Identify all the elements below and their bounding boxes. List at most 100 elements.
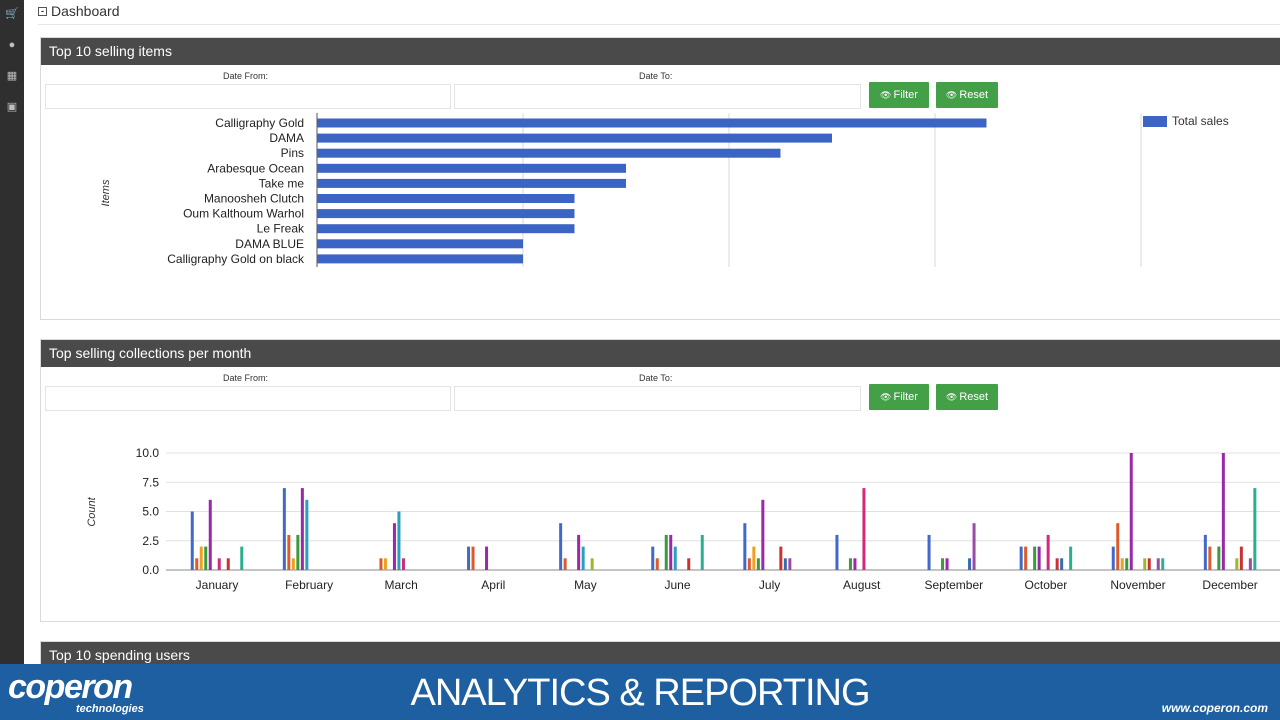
filter-button-label: Filter <box>893 391 918 403</box>
banner-title: ANALYTICS & REPORTING <box>410 672 870 714</box>
category-label: Pins <box>281 146 304 160</box>
bar <box>1129 453 1133 570</box>
bar <box>287 534 291 570</box>
eye-icon: 👁 <box>880 90 892 100</box>
collections-panel: Top selling collections per month Date F… <box>40 339 1280 622</box>
category-label: Take me <box>259 176 305 190</box>
bar <box>199 546 203 570</box>
reset-button[interactable]: 👁 Reset <box>936 82 998 108</box>
legend-label: Total sales <box>1172 114 1229 128</box>
logo-subtitle: technologies <box>76 703 144 715</box>
breadcrumb-divider <box>38 24 1280 25</box>
bar <box>379 558 383 570</box>
bar <box>195 558 199 570</box>
y-tick-label: 10.0 <box>136 446 160 460</box>
category-label: DAMA <box>269 131 304 145</box>
bar <box>862 488 866 570</box>
globe-icon[interactable]: ● <box>8 39 16 51</box>
bar <box>1055 558 1059 570</box>
bar <box>317 194 575 203</box>
x-tick-label: November <box>1110 578 1165 592</box>
bar <box>581 546 585 570</box>
bar <box>664 534 668 570</box>
x-tick-label: October <box>1025 578 1068 592</box>
y-tick-label: 7.5 <box>142 475 159 489</box>
bar <box>972 523 976 570</box>
bar <box>1037 546 1041 570</box>
filter-button[interactable]: 👁 Filter <box>869 384 929 410</box>
bar <box>190 511 194 570</box>
x-tick-label: January <box>196 578 239 592</box>
bar <box>651 546 655 570</box>
legend-swatch <box>1143 116 1167 127</box>
left-rail: 🛒 ● ▦ ▣ <box>0 0 24 664</box>
bar <box>208 499 212 570</box>
website-url: www.coperon.com <box>1161 701 1268 715</box>
bar <box>752 546 756 570</box>
bar <box>1239 546 1243 570</box>
bar <box>1221 453 1225 570</box>
bar <box>1253 488 1257 570</box>
date-to-input[interactable] <box>454 386 861 411</box>
bar <box>941 558 945 570</box>
date-from-input[interactable] <box>45 386 451 411</box>
collapse-icon[interactable]: - <box>38 6 47 16</box>
bar <box>577 534 581 570</box>
date-to-input[interactable] <box>454 84 861 109</box>
bar <box>317 163 626 173</box>
x-tick-label: September <box>924 578 983 592</box>
filter-button[interactable]: 👁 Filter <box>869 82 929 108</box>
trash-icon[interactable]: ▦ <box>6 70 18 82</box>
bar <box>397 511 401 570</box>
x-tick-label: February <box>285 578 333 592</box>
bar <box>835 534 839 570</box>
x-tick-label: June <box>664 578 690 592</box>
bar <box>1033 546 1037 570</box>
bar <box>655 558 659 570</box>
bar <box>761 499 765 570</box>
bar <box>1024 546 1028 570</box>
y-axis-label: Count <box>86 496 98 526</box>
bar <box>282 488 286 570</box>
bar <box>590 558 594 570</box>
bar <box>673 546 677 570</box>
bar <box>756 558 760 570</box>
brand-banner: coperon technologies ANALYTICS & REPORTI… <box>0 664 1280 720</box>
bar <box>317 178 626 188</box>
bar <box>401 558 405 570</box>
bar <box>563 558 567 570</box>
y-tick-label: 0.0 <box>142 563 159 577</box>
date-to-label: Date To: <box>639 373 673 383</box>
bar <box>927 534 931 570</box>
breadcrumb: - Dashboard <box>38 3 120 19</box>
bar <box>317 148 781 158</box>
bar <box>317 224 575 234</box>
bar <box>226 558 230 570</box>
bar <box>1019 546 1023 570</box>
date-from-input[interactable] <box>45 84 451 109</box>
date-from-label: Date From: <box>223 71 269 81</box>
bar <box>1120 558 1124 570</box>
x-tick-label: August <box>843 578 881 592</box>
filter-button-label: Filter <box>893 89 918 101</box>
reset-button[interactable]: 👁 Reset <box>936 384 998 410</box>
breadcrumb-label[interactable]: Dashboard <box>51 3 120 19</box>
x-tick-label: March <box>385 578 418 592</box>
category-label: Calligraphy Gold <box>215 116 304 130</box>
date-from-label: Date From: <box>223 373 269 383</box>
coperon-logo: coperon <box>8 668 133 706</box>
bar <box>669 534 673 570</box>
bar <box>485 546 489 570</box>
cart-icon[interactable]: 🛒 <box>5 8 19 20</box>
eye-icon: 👁 <box>945 392 958 402</box>
bar <box>467 546 471 570</box>
category-label: DAMA BLUE <box>235 237 304 251</box>
bar <box>317 118 987 128</box>
x-tick-label: December <box>1202 578 1257 592</box>
bar <box>1217 546 1221 570</box>
bar <box>1111 546 1115 570</box>
collections-chart: 0.0 2.5 5.0 7.5 10.0 Count January February Marc… <box>86 446 1280 592</box>
category-label: Arabesque Ocean <box>207 161 304 175</box>
inbox-icon[interactable]: ▣ <box>6 101 18 113</box>
